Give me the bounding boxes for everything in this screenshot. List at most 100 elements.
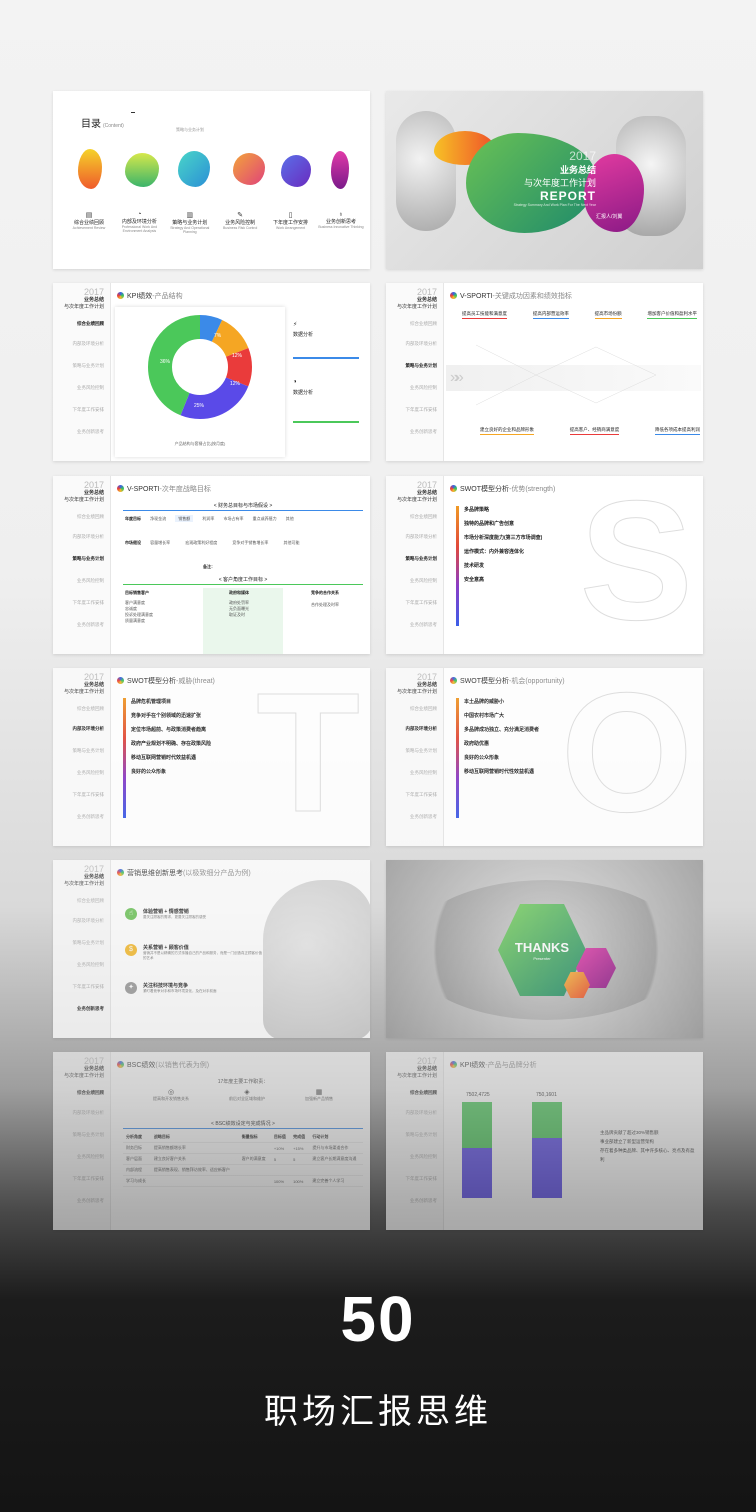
sidebar-title: 业务总结	[83, 1066, 104, 1072]
sidebar-item[interactable]: 策略与业务计划	[72, 748, 105, 753]
toc-item-label: 业务创新思考	[325, 219, 356, 225]
toc-title: 目录 (Content)	[81, 115, 124, 130]
sidebar-subtitle: 与次年度工作计划	[63, 497, 104, 503]
sidebar-item[interactable]: 下年度工作安排	[72, 600, 105, 605]
sidebar-item[interactable]: 内部及环境分析	[405, 726, 438, 731]
toc-item[interactable]: ♁ 业务创新思考 Business Innovative Thinking	[317, 211, 365, 234]
sidebar-year: 2017	[416, 672, 437, 682]
sidebar-item[interactable]: 下年度工作安排	[405, 1176, 438, 1181]
sidebar-item[interactable]: 业务风险控制	[410, 1154, 437, 1159]
sidebar-item[interactable]: 策略与业务计划	[72, 363, 105, 368]
sidebar-item[interactable]: 综合业绩回顾	[77, 706, 104, 711]
table-cell: 内部流程	[123, 1164, 151, 1176]
sidebar-item[interactable]: 策略与业务计划	[405, 748, 438, 753]
sidebar-item[interactable]: 内部及环境分析	[405, 341, 438, 346]
sidebar-item[interactable]: 内部及环境分析	[72, 726, 105, 731]
slide-title-sub: -优势(strength)	[509, 486, 556, 493]
donut-slice	[148, 315, 252, 419]
logo-icon	[117, 485, 124, 492]
toc-item-label: 策略与业务计划	[172, 220, 208, 226]
sidebar-item[interactable]: 内部及环境分析	[72, 1110, 105, 1115]
toc-item[interactable]: ✎ 业务风险控制 Business Risk Control	[216, 211, 264, 234]
toc-item[interactable]: ▥ 策略与业务计划 Strategy And Operational Plann…	[166, 211, 214, 234]
column-head: 竞争的合作关系	[311, 590, 339, 595]
sidebar-item[interactable]: 策略与业务计划	[72, 1132, 105, 1137]
sidebar-item[interactable]: 业务创新思考	[77, 1006, 104, 1011]
sidebar-item[interactable]: 业务创新思考	[77, 622, 104, 627]
sidebar-item[interactable]: 业务创新思考	[410, 429, 437, 434]
sidebar-item[interactable]: 内部及环境分析	[72, 341, 105, 346]
sidebar-item[interactable]: 业务风险控制	[410, 385, 437, 390]
table-header: 目标值	[270, 1132, 291, 1143]
factor-label: 提高市场份额	[594, 311, 622, 319]
table-cell	[238, 1164, 271, 1176]
sidebar-item[interactable]: 业务风险控制	[77, 578, 104, 583]
sidebar-item[interactable]: 综合业绩回顾	[410, 1090, 437, 1095]
sidebar-item[interactable]: 下年度工作安排	[72, 792, 105, 797]
sidebar-item[interactable]: 综合业绩回顾	[77, 514, 104, 519]
sidebar-item[interactable]: 策略与业务计划	[72, 556, 105, 561]
bsc-icon-item: ▦ 加强新产品销售	[305, 1088, 333, 1102]
sidebar-subtitle: 与次年度工作计划	[63, 689, 104, 695]
sidebar-item[interactable]: 下年度工作安排	[72, 407, 105, 412]
sidebar-item[interactable]: 内部及环境分析	[72, 918, 105, 923]
swot-item-title: 独特的品牌和广告创意	[464, 521, 515, 527]
arrow-band	[446, 365, 701, 391]
activity-icon: ⚡	[293, 322, 298, 328]
toc-item[interactable]: ▤ 综合业绩回顾 Achievement Review	[65, 211, 113, 234]
sidebar-item[interactable]: 综合业绩回顾	[77, 1090, 104, 1095]
sidebar-item[interactable]: 下年度工作安排	[72, 984, 105, 989]
donut-label: 7%	[214, 333, 222, 339]
sidebar-item[interactable]: 业务风险控制	[77, 770, 104, 775]
table-cell: 提高销售额增长率	[150, 1142, 239, 1154]
row-head: 年度目标	[125, 516, 141, 521]
donut-slice	[148, 315, 252, 419]
sidebar-item[interactable]: 下年度工作安排	[405, 407, 438, 412]
chart-icon: ▥	[186, 212, 194, 219]
swot-item-title: 多品牌策略	[464, 507, 490, 513]
sidebar: 2017 业务总结 与次年度工作计划 综合业绩回顾 内部及环境分析 策略与业务计…	[53, 476, 111, 654]
sidebar-item[interactable]: 下年度工作安排	[405, 600, 438, 605]
sidebar-item[interactable]: 策略与业务计划	[405, 363, 438, 368]
column-head: 目标销售客户	[125, 590, 149, 595]
sidebar-item[interactable]: 内部及环境分析	[72, 534, 105, 539]
sidebar-item[interactable]: 综合业绩回顾	[77, 898, 104, 903]
swot-item: 中国农村市场广大	[464, 712, 584, 719]
sidebar-item[interactable]: 业务创新思考	[410, 814, 437, 819]
sidebar-item[interactable]: 下年度工作安排	[405, 792, 438, 797]
sidebar-item[interactable]: 策略与业务计划	[405, 1132, 438, 1137]
sidebar-item[interactable]: 业务风险控制	[77, 962, 104, 967]
sidebar-item[interactable]: 综合业绩回顾	[410, 706, 437, 711]
slide-title: 营销思维创新思考(以极致细分产品为例)	[117, 868, 251, 878]
lightbulb-icon: ♁	[338, 211, 344, 218]
sidebar-item[interactable]: 业务创新思考	[77, 814, 104, 819]
sidebar-item[interactable]: 业务创新思考	[410, 1198, 437, 1203]
sidebar-year: 2017	[83, 672, 104, 682]
sidebar-item[interactable]: 业务风险控制	[77, 1154, 104, 1159]
line-network	[476, 344, 657, 406]
sidebar-item[interactable]: 业务风险控制	[410, 578, 437, 583]
sidebar-item[interactable]: 业务风险控制	[77, 385, 104, 390]
sidebar-item[interactable]: 策略与业务计划	[72, 940, 105, 945]
sidebar-item[interactable]: 下年度工作安排	[72, 1176, 105, 1181]
sidebar-item[interactable]: 综合业绩回顾	[77, 321, 104, 326]
swot-item: 良好的公众形象	[464, 754, 584, 761]
goal-column: 竞争的合作关系 合作处理及时率	[311, 590, 367, 608]
sidebar-item[interactable]: 业务创新思考	[77, 1198, 104, 1203]
toc-item[interactable]: ▯ 下年度工作安排 Work Arrangement	[267, 211, 315, 234]
bsc-slide: 2017 业务总结 与次年度工作计划 综合业绩回顾 内部及环境分析 策略与业务计…	[53, 1052, 370, 1230]
sidebar-item[interactable]: 综合业绩回顾	[410, 321, 437, 326]
swot-item: 移动互联网营销时代性效益机遇	[464, 768, 584, 775]
toc-item[interactable]: ◔ 内部及环境分析 Professional Work And Environm…	[115, 211, 163, 234]
logo-icon	[117, 677, 124, 684]
swot-list: 品牌危机管理项目 竞争对手在个别领域的迅速扩张 定位市场超前、与政策消费者趋离 …	[123, 698, 243, 818]
sidebar-item[interactable]: 业务风险控制	[410, 770, 437, 775]
sidebar-item[interactable]: 综合业绩回顾	[410, 514, 437, 519]
bar-value: 750,1601	[536, 1092, 557, 1098]
sidebar-item[interactable]: 内部及环境分析	[405, 1110, 438, 1115]
sidebar-item[interactable]: 业务创新思考	[410, 622, 437, 627]
sidebar-item[interactable]: 策略与业务计划	[405, 556, 438, 561]
sidebar-item[interactable]: 业务创新思考	[77, 429, 104, 434]
sidebar-item[interactable]: 内部及环境分析	[405, 534, 438, 539]
blob-purple	[281, 155, 311, 187]
